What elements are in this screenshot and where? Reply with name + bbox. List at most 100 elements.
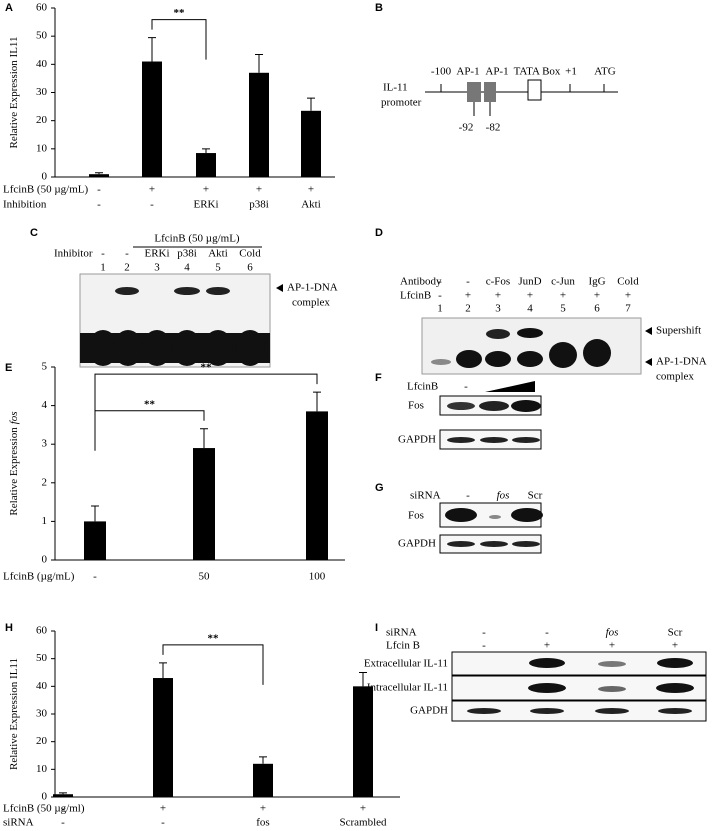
- row-label: Lfcin B: [386, 640, 420, 652]
- category-row-name: Inhibition: [3, 199, 47, 211]
- band-label: Supershift: [656, 325, 701, 337]
- bar: [142, 61, 162, 178]
- site-label: AP-1: [485, 66, 508, 78]
- y-axis-title-text: Relative Expression: [8, 427, 20, 516]
- significance-bracket: [151, 19, 207, 60]
- y-tick-label: 60: [36, 625, 48, 637]
- lane-label: +: [594, 290, 600, 302]
- x-tick-label: p38i: [249, 199, 269, 211]
- significance-label: **: [208, 632, 220, 644]
- lane-label: -: [482, 627, 486, 639]
- lane-number: 3: [154, 262, 160, 274]
- y-tick-label: 1: [42, 515, 48, 527]
- y-tick-label: 4: [42, 399, 48, 411]
- x-tick-label: +: [160, 803, 166, 815]
- row-label: siRNA: [386, 627, 417, 639]
- y-tick-label: 2: [42, 476, 48, 488]
- lane-label: -: [466, 490, 470, 502]
- x-tick-label: ERKi: [193, 199, 218, 211]
- lane-label: Scr: [668, 627, 683, 639]
- error-bar: [200, 428, 208, 449]
- lane-number: 2: [465, 303, 471, 315]
- x-tick-label: +: [260, 803, 266, 815]
- y-tick-label: 3: [42, 438, 48, 450]
- panel-label: C: [30, 227, 38, 239]
- site-label: ATG: [594, 66, 615, 78]
- band-label: AP-1-DNA: [287, 282, 338, 294]
- error-bar: [307, 97, 315, 111]
- blot-f: LfcinB - Fos GAPDH: [398, 381, 542, 450]
- row-label: LfcinB: [400, 290, 431, 302]
- lane-number: 4: [184, 262, 190, 274]
- lane-number: 4: [527, 303, 533, 315]
- position-label: -92: [459, 122, 474, 134]
- y-tick-label: 20: [36, 735, 48, 747]
- lane-number: 5: [215, 262, 221, 274]
- x-tick-label: 100: [309, 571, 326, 583]
- y-tick-label: 40: [36, 680, 48, 692]
- row-label: Fos: [408, 510, 424, 522]
- panel-label: H: [5, 622, 13, 634]
- panel-label: F: [375, 372, 382, 384]
- x-tick-label: Akti: [301, 199, 321, 211]
- lane-number: 3: [495, 303, 501, 315]
- promoter-name: promoter: [381, 97, 422, 109]
- significance-bracket: [94, 373, 318, 415]
- row-label: GAPDH: [398, 434, 436, 446]
- error-bar: [359, 672, 367, 687]
- lane-label: +: [609, 640, 615, 652]
- promoter-name: IL-11: [383, 82, 408, 94]
- significance-bracket: [162, 644, 264, 685]
- treatment-label: LfcinB: [407, 381, 438, 393]
- lane-label: -: [466, 276, 470, 288]
- y-axis-title: Relative Expression IL11: [8, 36, 20, 148]
- lane-label: Cold: [239, 248, 261, 260]
- bar: [301, 110, 321, 177]
- error-bar: [313, 391, 321, 412]
- blot-i: siRNA Lfcin B - - fos Scr - + + + Extrac…: [364, 627, 707, 722]
- lane-label: +: [495, 290, 501, 302]
- y-tick-label: 0: [42, 171, 48, 183]
- category-row-name: LfcinB (50 µg/ml): [3, 803, 85, 815]
- site-label: +1: [565, 66, 577, 78]
- y-axis-title-italic: fos: [8, 411, 20, 424]
- lane-label: Cold: [617, 276, 639, 288]
- significance-label: **: [201, 362, 213, 374]
- y-tick-label: 20: [36, 114, 48, 126]
- blot-g: siRNA - fos Scr Fos GAPDH: [398, 490, 543, 554]
- panel-label: B: [375, 2, 383, 14]
- bar: [196, 153, 216, 177]
- lane-label: -: [438, 276, 442, 288]
- gel-d: Antibody LfcinB - - c-Fos JunD c-Jun IgG…: [400, 276, 707, 383]
- lane-label: JunD: [518, 276, 541, 288]
- error-bar: [148, 37, 156, 62]
- row-label: Extracellular IL-11: [364, 658, 448, 670]
- lane-label: ERKi: [144, 248, 169, 260]
- lane-label: Scr: [528, 490, 543, 502]
- panel-label: I: [375, 622, 378, 634]
- lane-label: p38i: [177, 248, 197, 260]
- band-label: complex: [292, 297, 330, 309]
- error-bar: [95, 172, 103, 175]
- panel-label: A: [5, 2, 13, 14]
- bar: [89, 174, 109, 177]
- header: LfcinB (50 µg/mL): [154, 233, 239, 245]
- x-tick-label: +: [256, 184, 262, 196]
- error-bar: [91, 505, 99, 522]
- significance-label: **: [144, 398, 156, 410]
- lane-label: -: [545, 627, 549, 639]
- band-label: AP-1-DNA: [656, 356, 707, 368]
- lane-label: -: [101, 248, 105, 260]
- x-tick-label: 50: [199, 571, 211, 583]
- lane-label: IgG: [588, 276, 605, 288]
- x-tick-label: -: [93, 571, 97, 583]
- lane-label: +: [527, 290, 533, 302]
- row-label: siRNA: [410, 490, 441, 502]
- x-tick-label: +: [360, 803, 366, 815]
- lane-label: fos: [497, 490, 510, 502]
- lane-label: Akti: [208, 248, 228, 260]
- y-axis-title: Relative Expression IL11: [8, 658, 20, 770]
- x-tick-label: fos: [256, 817, 269, 829]
- lane-label: +: [625, 290, 631, 302]
